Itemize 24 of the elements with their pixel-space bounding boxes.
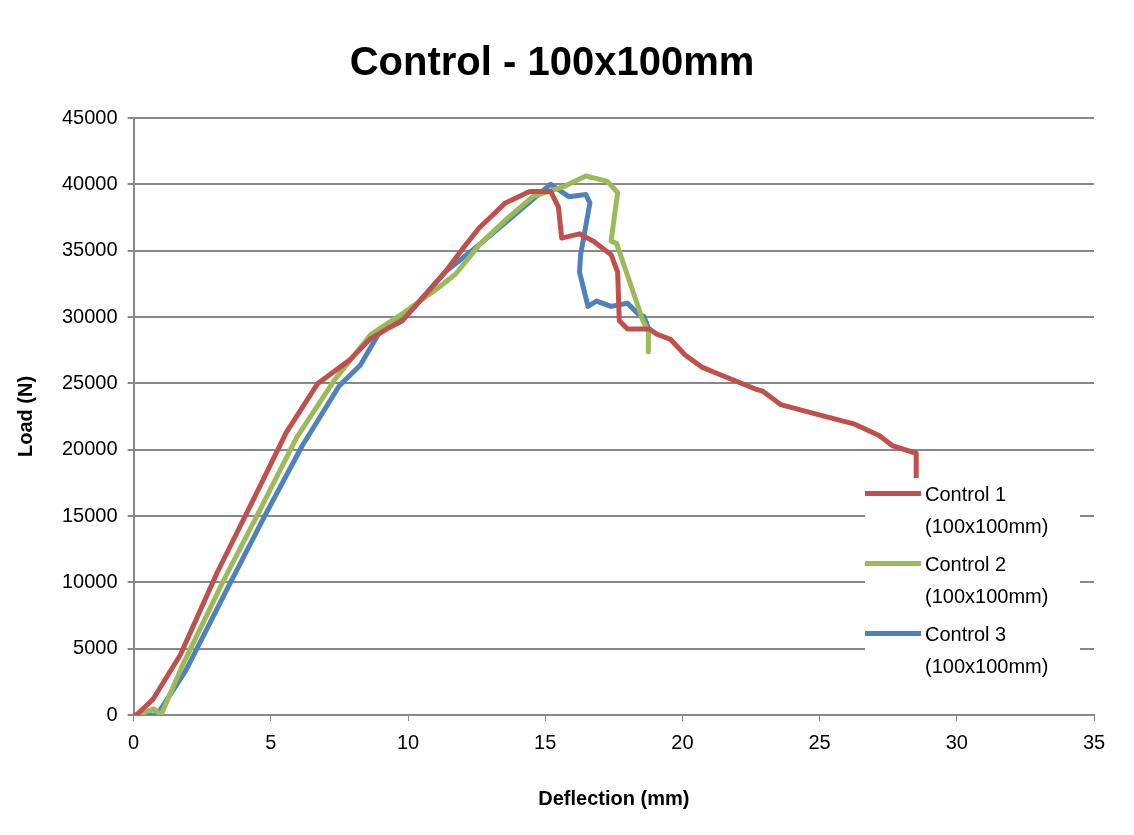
x-tick-label: 20 — [671, 730, 694, 753]
x-tick-label: 30 — [945, 730, 968, 753]
y-tick-label: 20000 — [61, 437, 118, 460]
chart-title: Control - 100x100mm — [349, 39, 755, 84]
y-tick-label: 25000 — [61, 370, 118, 393]
y-tick-label: 30000 — [61, 304, 118, 327]
y-tick-label: 40000 — [61, 171, 118, 194]
y-tick-label: 5000 — [73, 636, 118, 659]
y-tick-label: 15000 — [61, 503, 118, 526]
x-axis-title: Deflection (mm) — [538, 786, 690, 809]
x-tick-label: 25 — [808, 730, 831, 753]
legend-label: Control 2 (100x100mm) — [925, 552, 1050, 609]
y-tick-label: 45000 — [61, 105, 118, 128]
y-tick-label: 10000 — [61, 569, 118, 592]
legend-label: Control 1 (100x100mm) — [925, 482, 1050, 539]
legend-label: Control 3 (100x100mm) — [925, 622, 1050, 679]
x-tick-label: 35 — [1082, 730, 1106, 753]
y-tick-label: 0 — [106, 702, 118, 725]
y-axis-title: Load (N) — [13, 375, 36, 458]
y-tick-label: 35000 — [61, 238, 118, 261]
x-tick-label: 0 — [128, 730, 140, 753]
x-tick-label: 10 — [396, 730, 420, 753]
x-tick-label: 5 — [265, 730, 277, 753]
x-tick-label: 15 — [534, 730, 557, 753]
